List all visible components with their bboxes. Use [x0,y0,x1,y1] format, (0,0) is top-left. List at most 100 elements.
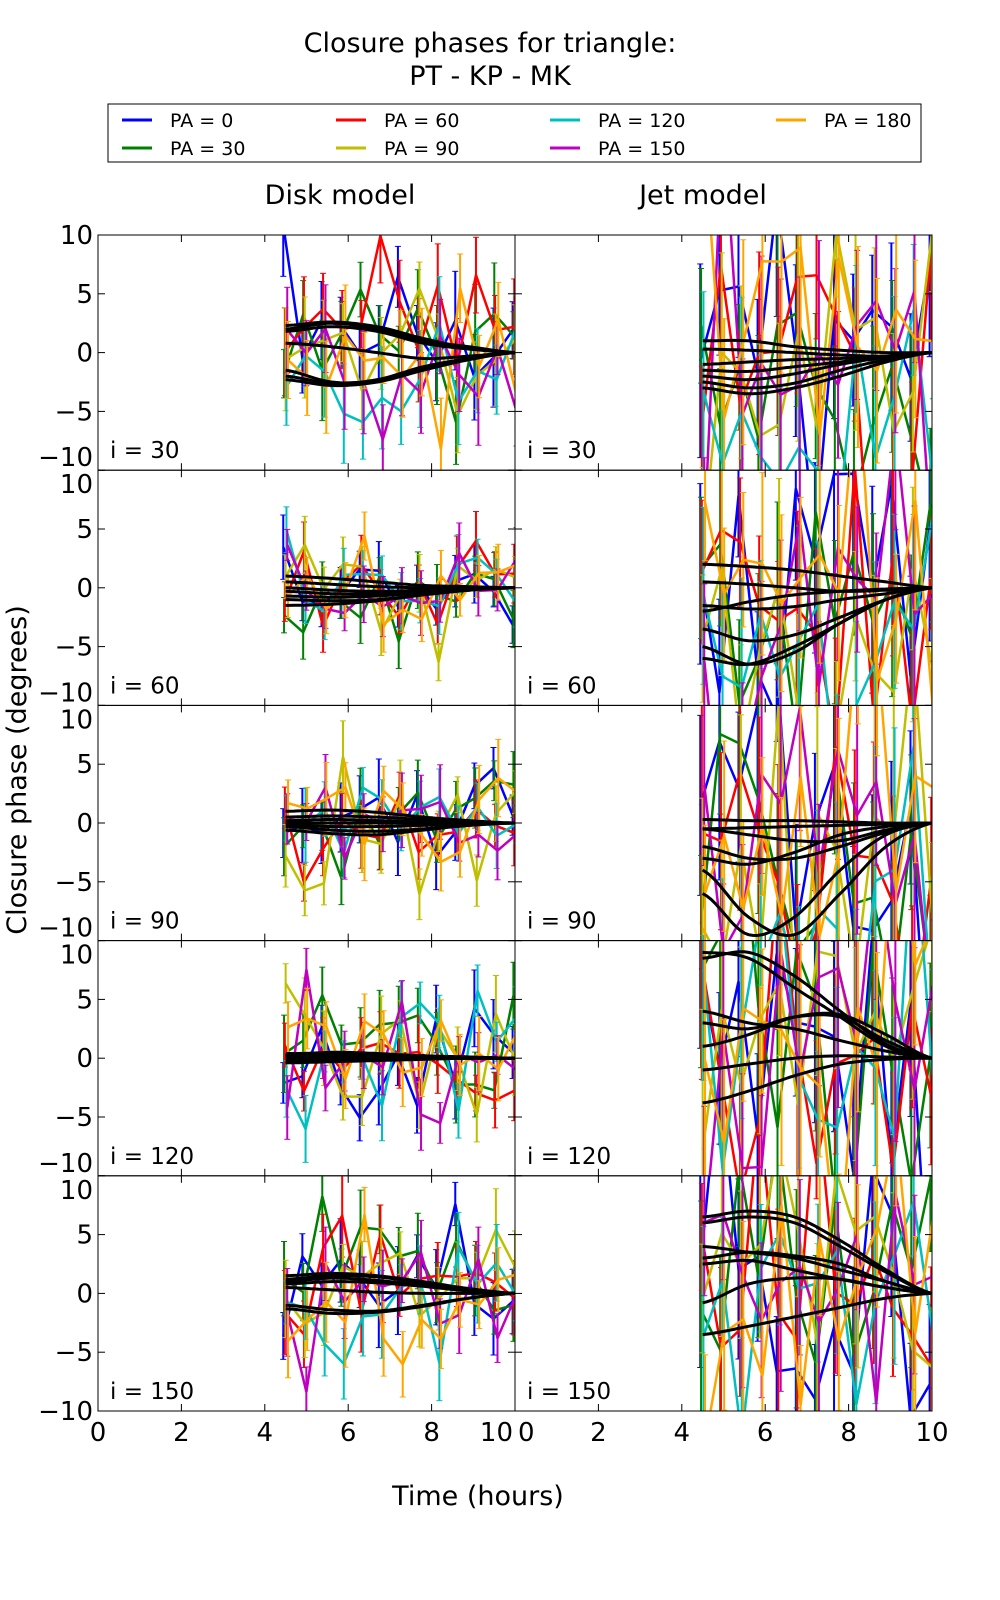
legend-label: PA = 120 [598,110,686,132]
x-tick-label: 6 [757,1418,774,1448]
model-curve [702,586,932,667]
model-curve [702,1276,932,1305]
x-tick-label: 0 [518,1418,535,1448]
observed-line-pa180 [709,1175,932,1412]
legend-label: PA = 60 [384,110,459,132]
plot-area [280,506,515,682]
model-curve [285,351,515,385]
model-curve [701,821,932,938]
y-tick-label: −10 [38,678,93,708]
observed-line-pa150 [708,940,932,1176]
x-tick-label: 4 [674,1418,691,1448]
observed-line-pa180 [287,531,515,627]
panel-jet-i150: 0 2 4 6 8 10 i = 150 [514,1175,949,1448]
model-curve [702,950,932,1060]
model-curve [285,1056,515,1064]
x-tick-label: 8 [840,1418,857,1448]
y-tick-label: 10 [60,941,93,971]
model-curve [701,821,932,938]
observed-line-pa30 [699,1175,932,1364]
y-tick-label: 5 [76,280,93,310]
panel-inclination-label: i = 120 [527,1144,611,1170]
y-tick-label: 5 [76,750,93,780]
plot-area [697,1175,932,1412]
model-curve [285,341,515,361]
y-tick-label: 10 [60,705,93,735]
column-title-jet: Jet model [637,180,767,211]
model-curve [702,821,932,866]
panel-inclination-label: i = 90 [527,909,597,935]
x-tick-label: 10 [915,1418,948,1448]
y-tick-label: −5 [55,397,93,427]
observed-line-pa90 [701,568,932,706]
y-tick-label: −5 [55,868,93,898]
panel-jet-i90: i = 90 [514,704,933,942]
y-tick-label: 10 [60,1176,93,1206]
x-axis-label: Time (hours) [391,1481,564,1512]
panel-jet-i60: i = 60 [514,469,933,706]
observed-line-pa60 [700,940,932,1176]
legend-label: PA = 30 [170,138,245,160]
model-curve [285,821,515,829]
panel-jet-i120: i = 120 [514,940,933,1177]
y-tick-label: 5 [76,1221,93,1251]
observed-line-pa180 [703,470,932,706]
model-curve [285,1286,515,1295]
legend-label: PA = 90 [384,138,459,160]
y-tick-label: 10 [60,470,93,500]
x-tick-label: 8 [423,1418,440,1448]
plot-area [280,235,515,471]
observed-line-pa60 [283,538,515,631]
y-axis-label: Closure phase (degrees) [2,605,33,935]
x-tick-label: 2 [173,1418,190,1448]
model-curve [702,1011,932,1060]
panel-inclination-label: i = 150 [527,1379,611,1405]
y-tick-label: 0 [76,809,93,839]
model-curve [702,1056,932,1105]
model-curve [702,821,932,831]
panel-inclination-label: i = 30 [527,438,597,464]
panel-inclination-label: i = 150 [110,1379,194,1405]
panel-disk-i30: −10 −5 0 5 10 i = 30 [38,221,516,473]
legend-label: PA = 150 [598,138,686,160]
plot-area [280,720,515,921]
model-curve [702,562,932,590]
model-curve [702,338,932,355]
panel-disk-i150: −10 −5 0 5 10 0 2 4 6 8 10 i = 150 [38,1175,516,1448]
y-tick-label: 5 [76,985,93,1015]
panel-disk-i120: −10 −5 0 5 10 i = 120 [38,940,516,1179]
legend: PA = 0 PA = 30 PA = 60 PA = 90 PA = 120 PA = … [107,103,922,163]
model-curve [702,351,932,396]
x-tick-label: 10 [480,1418,513,1448]
observed-line-pa180 [287,1214,515,1367]
observed-line-pa180 [703,705,932,937]
model-curve [702,950,932,1060]
y-tick-label: 0 [76,574,93,604]
observed-line-pa150 [703,470,932,706]
chart-subtitle: PT - KP - MK [409,61,572,92]
legend-label: PA = 180 [824,110,912,132]
y-tick-label: −5 [55,633,93,663]
observed-line-pa180 [703,940,927,1176]
panel-disk-i90: −10 −5 0 5 10 i = 90 [38,704,516,944]
model-curve [702,351,932,390]
x-tick-label: 0 [90,1418,107,1448]
plot-area [697,470,932,706]
plot-area [280,1175,515,1412]
model-curve [285,325,515,355]
observed-line-pa90 [284,756,515,895]
y-tick-label: −5 [55,1103,93,1133]
observed-line-pa180 [709,235,932,436]
panel-inclination-label: i = 60 [527,673,597,699]
panel-inclination-label: i = 90 [110,909,180,935]
model-curve [702,1054,932,1072]
plot-area [280,947,515,1163]
panel-inclination-label: i = 120 [110,1144,194,1170]
model-curve [285,1280,515,1295]
legend-frame [107,103,922,163]
x-tick-label: 6 [340,1418,357,1448]
y-tick-label: 0 [76,1044,93,1074]
model-curve [702,1209,932,1295]
panel-inclination-label: i = 60 [110,673,180,699]
